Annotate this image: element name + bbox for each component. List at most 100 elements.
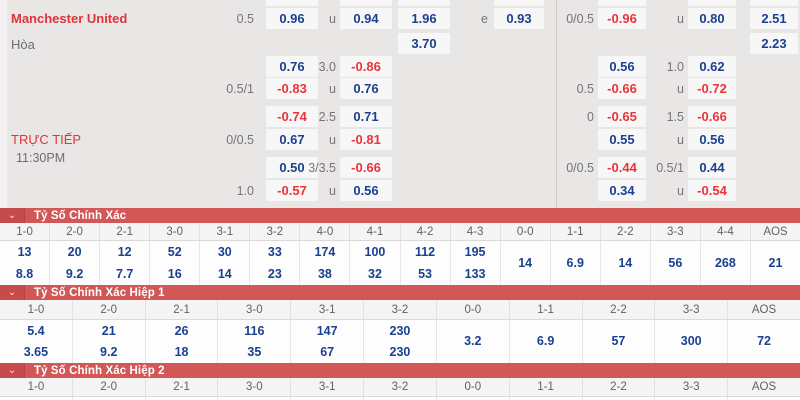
odds-button[interactable]: 2.51 <box>750 8 798 29</box>
odds-button[interactable]: 0.67 <box>266 129 318 150</box>
score-odds-cell[interactable]: 14 <box>501 241 551 285</box>
odds-button[interactable]: -0.57 <box>266 180 318 201</box>
odds-button[interactable]: 0.44 <box>688 157 736 178</box>
score-odds-cell[interactable]: 33 23 <box>250 241 301 285</box>
score-column-header: 3-3 <box>651 223 701 240</box>
score-odds-cell[interactable]: 21 <box>768 255 783 270</box>
handicap-label: 1.0 <box>236 183 254 198</box>
score-odds-cell[interactable] <box>364 397 437 400</box>
odds-button[interactable]: -0.81 <box>340 129 392 150</box>
odds-button[interactable] <box>688 0 736 6</box>
score-odds-cell[interactable] <box>146 397 219 400</box>
score-odds-cell[interactable]: 52 16 <box>150 241 201 285</box>
score-column-header: 0-0 <box>501 223 551 240</box>
score-odds-cell[interactable]: 300 <box>655 320 729 363</box>
score-odds-cell[interactable]: 147 67 <box>291 320 365 363</box>
score-odds-cell[interactable]: 3.2 <box>437 320 510 363</box>
chevron-down-icon[interactable]: ⌄ <box>0 208 25 223</box>
score-column-header: 3-0 <box>150 223 201 240</box>
odds-button[interactable]: -0.66 <box>598 78 646 99</box>
score-odds-cell[interactable]: 30 14 <box>200 241 251 285</box>
score-odds-cell[interactable] <box>583 397 656 400</box>
score-odds-cell[interactable] <box>437 397 510 400</box>
odds-button[interactable]: -0.66 <box>340 157 392 178</box>
odds-button[interactable]: -0.54 <box>688 180 736 201</box>
odds-button[interactable]: 0.76 <box>340 78 392 99</box>
odds-button[interactable] <box>494 0 544 6</box>
odds-button[interactable]: 0.94 <box>340 8 392 29</box>
odds-button[interactable]: 0.76 <box>266 56 318 77</box>
section-bar-correct-score-half2[interactable]: ⌄ Tỷ Số Chính Xác Hiệp 2 <box>0 363 800 378</box>
score-odds-cell[interactable]: 26 18 <box>146 320 219 363</box>
odds-button[interactable]: -0.86 <box>340 56 392 77</box>
score-odds-cell[interactable]: 72 <box>757 334 771 349</box>
odds-button[interactable] <box>340 0 392 6</box>
odds-button[interactable] <box>266 0 318 6</box>
score-column-header: 0-0 <box>437 300 510 319</box>
score-column-header: 4-3 <box>451 223 501 240</box>
score-odds-cell[interactable]: 195 133 <box>451 241 501 285</box>
score-odds-cell[interactable] <box>0 397 73 400</box>
score-odds-cell[interactable]: 5.4 3.65 <box>0 320 73 363</box>
odds-button[interactable]: -0.74 <box>266 106 318 127</box>
odds-button[interactable]: -0.72 <box>688 78 736 99</box>
odds-button[interactable]: -0.65 <box>598 106 646 127</box>
score-odds-cell[interactable] <box>510 397 583 400</box>
score-odds-cell[interactable]: 14 <box>601 241 651 285</box>
score-odds-cell[interactable] <box>291 397 365 400</box>
odds-button[interactable] <box>398 0 450 6</box>
score-odds-cell[interactable]: 13 8.8 <box>0 241 51 285</box>
odds-button[interactable]: -0.83 <box>266 78 318 99</box>
score-odds-cell[interactable]: 20 9.2 <box>50 241 101 285</box>
score-odds-row: 13 8.8 20 9.2 12 7.7 52 16 30 14 33 23 174 38 100 32 112… <box>0 241 800 285</box>
chevron-down-icon[interactable]: ⌄ <box>0 285 25 300</box>
score-odds-cell[interactable]: 12 7.7 <box>100 241 151 285</box>
handicap-label: u <box>329 81 336 96</box>
section-bar-correct-score-half1[interactable]: ⌄ Tỷ Số Chính Xác Hiệp 1 <box>0 285 800 300</box>
odds-button[interactable]: 3.70 <box>398 33 450 54</box>
chevron-down-icon[interactable]: ⌄ <box>0 363 25 378</box>
score-odds-cell[interactable]: 230 230 <box>364 320 437 363</box>
odds-button[interactable]: 0.56 <box>598 56 646 77</box>
score-odds-cell[interactable]: 6.9 <box>510 320 583 363</box>
odds-button[interactable]: 0.56 <box>340 180 392 201</box>
score-column-header: 3-1 <box>291 300 365 319</box>
odds-button[interactable]: 0.96 <box>266 8 318 29</box>
odds-button[interactable]: -0.66 <box>688 106 736 127</box>
odds-button[interactable]: 0.62 <box>688 56 736 77</box>
odds-button[interactable]: 2.23 <box>750 33 798 54</box>
odds-button[interactable]: 0.55 <box>598 129 646 150</box>
odds-button[interactable]: 0.56 <box>688 129 736 150</box>
score-odds-cell[interactable]: 56 <box>651 241 701 285</box>
score-odds-cell[interactable]: 268 <box>701 241 751 285</box>
score-column-header: 2-1 <box>146 300 219 319</box>
handicap-label: 0.5/1 <box>226 81 254 96</box>
odds-button[interactable] <box>750 0 798 6</box>
odds-button[interactable]: 0.50 <box>266 157 318 178</box>
score-header-row: 1-0 2-0 2-1 3-0 3-1 3-2 0-0 1-1 2-2 3-3 AOS <box>0 378 800 397</box>
handicap-label: u <box>677 11 684 26</box>
score-odds-cell[interactable]: 112 53 <box>401 241 451 285</box>
odds-button[interactable]: 0.34 <box>598 180 646 201</box>
score-odds-cell[interactable]: 57 <box>583 320 656 363</box>
handicap-label: 0.5/1 <box>656 160 684 175</box>
odds-button[interactable]: 1.96 <box>398 8 450 29</box>
score-odds-cell[interactable]: 21 9.2 <box>73 320 146 363</box>
score-odds-cell[interactable] <box>73 397 146 400</box>
score-column-header: 1-0 <box>0 300 73 319</box>
odds-button[interactable]: 0.80 <box>688 8 736 29</box>
odds-button[interactable]: -0.44 <box>598 157 646 178</box>
odds-panel: Manchester United Hòa TRỰC TIẾP 11:30PM … <box>11 0 798 208</box>
score-odds-cell[interactable] <box>218 397 292 400</box>
score-odds-cell[interactable]: 174 38 <box>300 241 351 285</box>
score-odds-cell[interactable]: 100 32 <box>350 241 401 285</box>
section-bar-correct-score[interactable]: ⌄ Tỷ Số Chính Xác <box>0 208 800 223</box>
odds-button[interactable]: -0.96 <box>598 8 646 29</box>
odds-button[interactable] <box>598 0 646 6</box>
score-odds-cell[interactable] <box>655 397 729 400</box>
score-odds-cell[interactable]: 116 35 <box>218 320 292 363</box>
odds-button[interactable]: 0.71 <box>340 106 392 127</box>
score-odds-cell[interactable]: 6.9 <box>551 241 601 285</box>
odds-button[interactable]: 0.93 <box>494 8 544 29</box>
